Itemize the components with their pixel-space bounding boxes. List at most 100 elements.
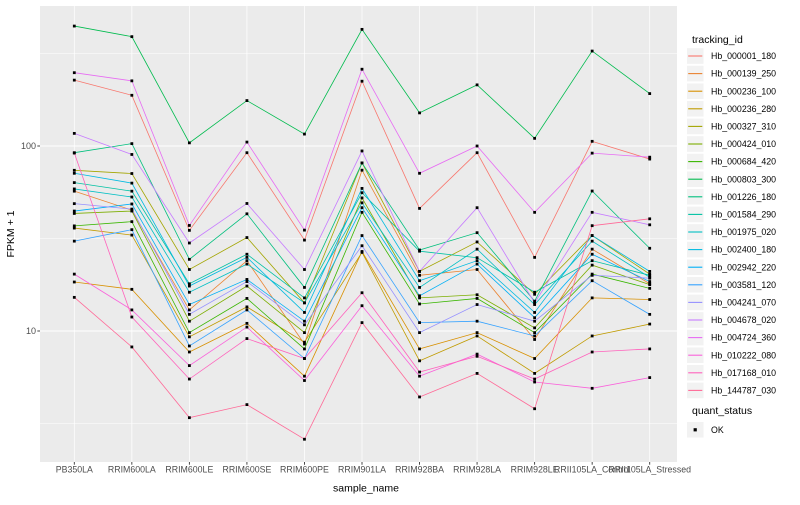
data-point — [187, 344, 191, 348]
data-point — [72, 189, 76, 193]
data-point — [590, 224, 594, 228]
data-point — [648, 347, 652, 351]
data-point — [475, 268, 479, 271]
data-point — [533, 331, 537, 335]
data-point — [533, 326, 537, 330]
data-point — [360, 67, 364, 71]
data-point — [360, 250, 364, 254]
data-point — [590, 273, 594, 277]
legend-item-label: Hb_000236_100 — [711, 86, 776, 96]
legend-item-label: Hb_144787_030 — [711, 386, 776, 396]
status-legend-title: quant_status — [692, 405, 752, 417]
status-legend-marker — [693, 428, 697, 432]
data-point — [303, 340, 306, 344]
data-point — [533, 290, 537, 294]
data-point — [72, 272, 76, 276]
data-point — [245, 305, 249, 309]
data-point — [72, 151, 76, 155]
data-point — [245, 202, 249, 205]
data-point — [360, 234, 364, 237]
data-point — [187, 331, 191, 335]
data-point — [533, 299, 537, 303]
panel-background — [40, 6, 677, 462]
data-point — [418, 286, 421, 289]
legend-item-label: Hb_003581_120 — [711, 280, 776, 290]
data-point — [418, 395, 421, 399]
data-point — [648, 246, 652, 250]
data-point — [590, 210, 594, 214]
data-point — [187, 241, 191, 245]
data-point — [418, 321, 421, 325]
data-point — [303, 319, 306, 323]
data-point — [360, 79, 364, 83]
data-point — [475, 293, 479, 297]
x-tick-label: RRIM901LA — [338, 465, 386, 475]
data-point — [187, 377, 191, 381]
legend-item-label: Hb_000139_250 — [711, 69, 776, 79]
legend-item-label: Hb_010222_080 — [711, 350, 776, 360]
data-point — [475, 297, 479, 300]
data-point — [475, 151, 479, 155]
data-point — [475, 352, 479, 356]
data-point — [303, 228, 306, 232]
data-point — [187, 284, 191, 288]
legend-item-label: Hb_000001_180 — [711, 51, 776, 61]
data-point — [245, 321, 249, 325]
data-point — [187, 416, 191, 420]
data-point — [72, 212, 76, 215]
data-point — [130, 207, 134, 211]
data-point — [187, 319, 191, 323]
data-point — [533, 136, 537, 140]
data-point — [590, 189, 594, 193]
data-point — [418, 273, 421, 277]
data-point — [360, 206, 364, 210]
data-point — [245, 140, 249, 144]
legend-item-label: Hb_017168_010 — [711, 368, 776, 378]
data-point — [187, 257, 191, 261]
data-point — [130, 228, 134, 232]
x-tick-label: RRIM928LE — [511, 465, 559, 475]
legend-title: tracking_id — [692, 34, 743, 46]
data-point — [418, 347, 421, 351]
data-point — [245, 308, 249, 312]
data-point — [245, 297, 249, 300]
data-point — [130, 93, 134, 97]
x-tick-label: PB350LA — [56, 465, 93, 475]
data-point — [245, 236, 249, 239]
data-point — [245, 278, 249, 281]
legend-item-label: Hb_000424_010 — [711, 139, 776, 149]
data-point — [303, 331, 306, 335]
data-point — [475, 259, 479, 263]
data-point — [418, 370, 421, 374]
data-point — [303, 374, 306, 378]
data-point — [245, 212, 249, 216]
legend-item-label: Hb_000327_310 — [711, 122, 776, 132]
x-tick-label: RRIM928LA — [453, 465, 501, 475]
data-point — [360, 291, 364, 295]
data-point — [187, 141, 191, 145]
data-point — [303, 238, 306, 242]
data-point — [187, 312, 191, 316]
data-point — [130, 35, 134, 39]
legend-item-label: Hb_001975_020 — [711, 227, 776, 237]
data-point — [245, 259, 249, 263]
data-point — [72, 239, 76, 243]
legend-item-label: Hb_001226_180 — [711, 192, 776, 202]
data-point — [533, 303, 537, 306]
data-point — [648, 155, 652, 159]
data-point — [187, 335, 191, 339]
data-point — [303, 379, 306, 382]
data-point — [418, 331, 421, 335]
data-point — [360, 210, 364, 214]
data-point — [418, 249, 421, 253]
status-legend-item-label: OK — [711, 425, 724, 435]
data-point — [648, 283, 652, 287]
data-point — [130, 142, 134, 146]
data-point — [533, 319, 537, 323]
data-point — [245, 255, 249, 259]
data-point — [475, 144, 479, 148]
data-point — [360, 244, 364, 248]
data-point — [648, 376, 652, 379]
